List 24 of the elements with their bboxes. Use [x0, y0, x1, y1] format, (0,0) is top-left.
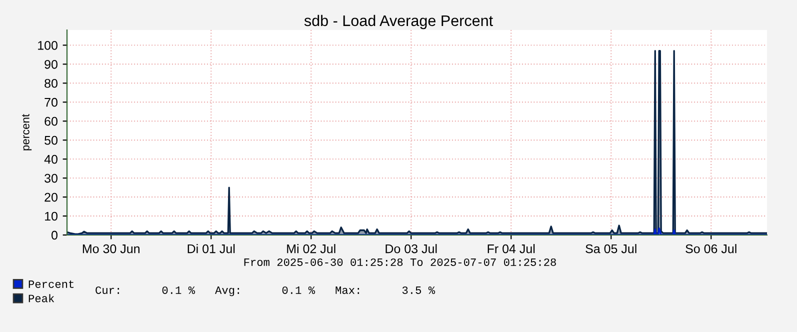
text: From 2025-06-30 01:25:28 To 2025-07-07 01:25:28	[244, 258, 556, 266]
y-tick-label: 70	[44, 98, 58, 107]
y-tick-label: 60	[44, 116, 58, 126]
y-tick-label: 20	[44, 192, 58, 202]
x-tick-label: Mi 02 Jul	[287, 244, 336, 254]
y-tick-label: 30	[44, 174, 58, 183]
x-tick-label: Mo 30 Jun	[82, 244, 140, 254]
y-tick-label: 40	[44, 154, 58, 164]
y-tick-label: 50	[44, 136, 58, 145]
y-tick-label: 80	[44, 78, 58, 88]
y-tick-label: 0	[52, 230, 58, 240]
x-tick-label: Do 03 Jul	[386, 244, 437, 254]
chart-title: sdb - Load Average Percent	[304, 14, 493, 30]
text: Cur: 0.1 % Avg: 0.1 % Max: 3.5 %	[96, 286, 436, 296]
legend-label: Percent	[28, 280, 74, 288]
y-tick-label: 10	[45, 212, 58, 221]
y-axis-title: percent	[22, 114, 32, 150]
y-tick-label: 100	[38, 40, 58, 50]
x-tick-label: Fr 04 Jul	[488, 244, 535, 254]
y-tick-label: 90	[44, 60, 58, 69]
x-tick-label: Di 01 Jul	[188, 244, 235, 254]
x-tick-label: Sa 05 Jul	[586, 244, 636, 254]
x-tick-label: So 06 Jul	[686, 244, 736, 254]
legend-label: Peak	[28, 294, 54, 302]
